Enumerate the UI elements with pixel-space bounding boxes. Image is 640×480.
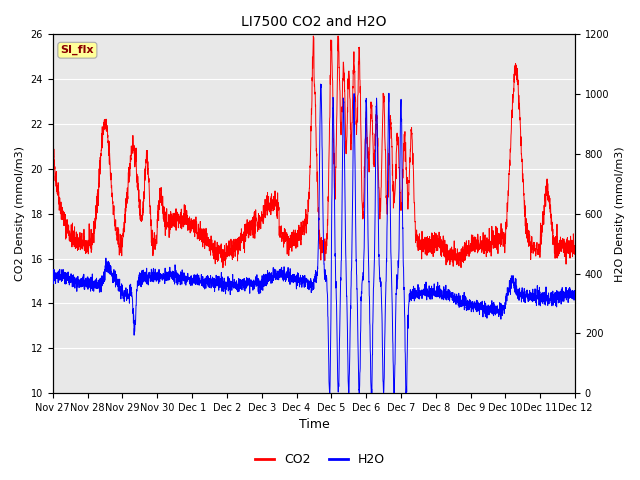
Y-axis label: H2O Density (mmol/m3): H2O Density (mmol/m3) — [615, 146, 625, 282]
Y-axis label: CO2 Density (mmol/m3): CO2 Density (mmol/m3) — [15, 146, 25, 281]
X-axis label: Time: Time — [299, 419, 330, 432]
Title: LI7500 CO2 and H2O: LI7500 CO2 and H2O — [241, 15, 387, 29]
Legend: CO2, H2O: CO2, H2O — [250, 448, 390, 471]
Text: SI_flx: SI_flx — [61, 45, 94, 55]
